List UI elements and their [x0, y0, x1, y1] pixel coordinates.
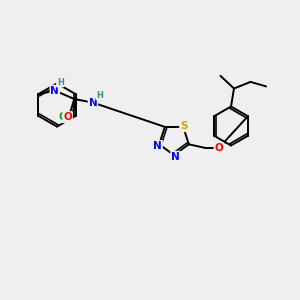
Text: H: H [57, 78, 64, 87]
Text: O: O [214, 143, 223, 153]
Text: S: S [180, 121, 188, 131]
Text: N: N [153, 141, 162, 151]
Text: H: H [96, 91, 103, 100]
Text: N: N [50, 85, 59, 96]
Text: Cl: Cl [58, 112, 69, 122]
Text: N: N [88, 98, 97, 108]
Text: N: N [171, 152, 180, 162]
Text: O: O [63, 112, 72, 122]
